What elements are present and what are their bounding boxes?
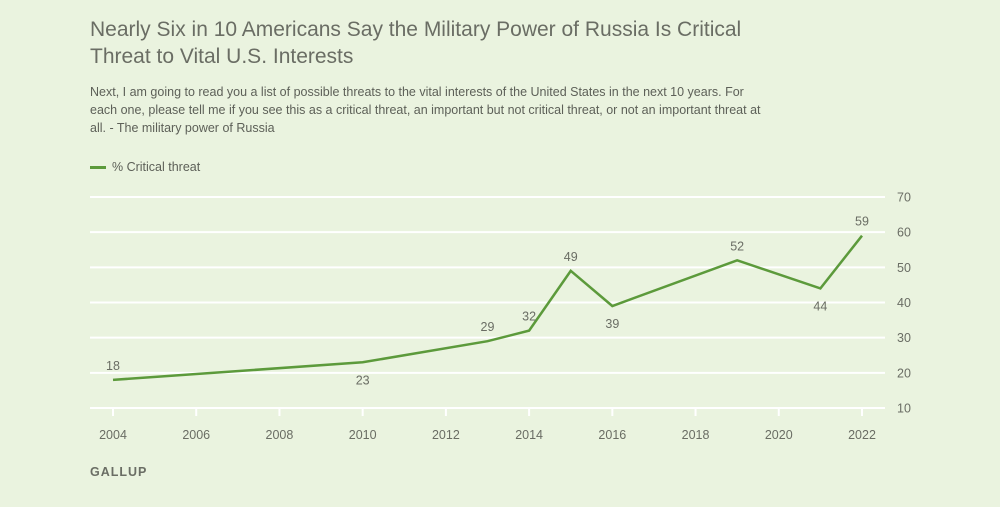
data-label: 39 bbox=[605, 317, 619, 331]
data-label: 59 bbox=[855, 215, 869, 229]
gallup-logo: GALLUP bbox=[90, 465, 148, 479]
x-tick-label: 2014 bbox=[515, 428, 543, 442]
x-tick-label: 2006 bbox=[182, 428, 210, 442]
y-tick-label: 50 bbox=[897, 261, 911, 275]
y-tick-label: 70 bbox=[897, 191, 911, 205]
data-label: 49 bbox=[564, 250, 578, 264]
x-tick-label: 2012 bbox=[432, 428, 460, 442]
y-axis: 10 20 30 40 50 60 70 bbox=[897, 191, 911, 416]
data-label: 18 bbox=[106, 359, 120, 373]
gridlines bbox=[90, 196, 885, 409]
x-tick-label: 2020 bbox=[765, 428, 793, 442]
y-tick-label: 40 bbox=[897, 296, 911, 310]
x-tick-label: 2010 bbox=[349, 428, 377, 442]
data-label: 52 bbox=[730, 239, 744, 253]
x-tick-label: 2016 bbox=[598, 428, 626, 442]
x-axis: 2004 2006 2008 2010 2012 2014 2016 2018 2020 2022 bbox=[99, 408, 876, 442]
series-line bbox=[112, 234, 863, 382]
chart-subtitle: Next, I am going to read you a list of p… bbox=[90, 85, 761, 135]
x-tick-label: 2018 bbox=[682, 428, 710, 442]
legend-label: % Critical threat bbox=[112, 160, 201, 174]
y-tick-label: 30 bbox=[897, 331, 911, 345]
data-labels: 18 23 29 32 49 39 52 44 59 bbox=[106, 215, 869, 388]
x-tick-label: 2022 bbox=[848, 428, 876, 442]
chart-title: Nearly Six in 10 Americans Say the Milit… bbox=[90, 18, 742, 68]
x-tick-label: 2008 bbox=[266, 428, 294, 442]
legend: % Critical threat bbox=[90, 160, 200, 174]
x-tick-label: 2004 bbox=[99, 428, 127, 442]
data-label: 23 bbox=[356, 373, 370, 387]
legend-line-swatch bbox=[90, 165, 106, 169]
data-label: 32 bbox=[522, 310, 536, 324]
y-tick-label: 10 bbox=[897, 402, 911, 416]
y-tick-label: 60 bbox=[897, 226, 911, 240]
y-tick-label: 20 bbox=[897, 366, 911, 380]
data-label: 44 bbox=[813, 299, 827, 313]
data-label: 29 bbox=[481, 320, 495, 334]
series-critical-threat bbox=[112, 234, 863, 382]
